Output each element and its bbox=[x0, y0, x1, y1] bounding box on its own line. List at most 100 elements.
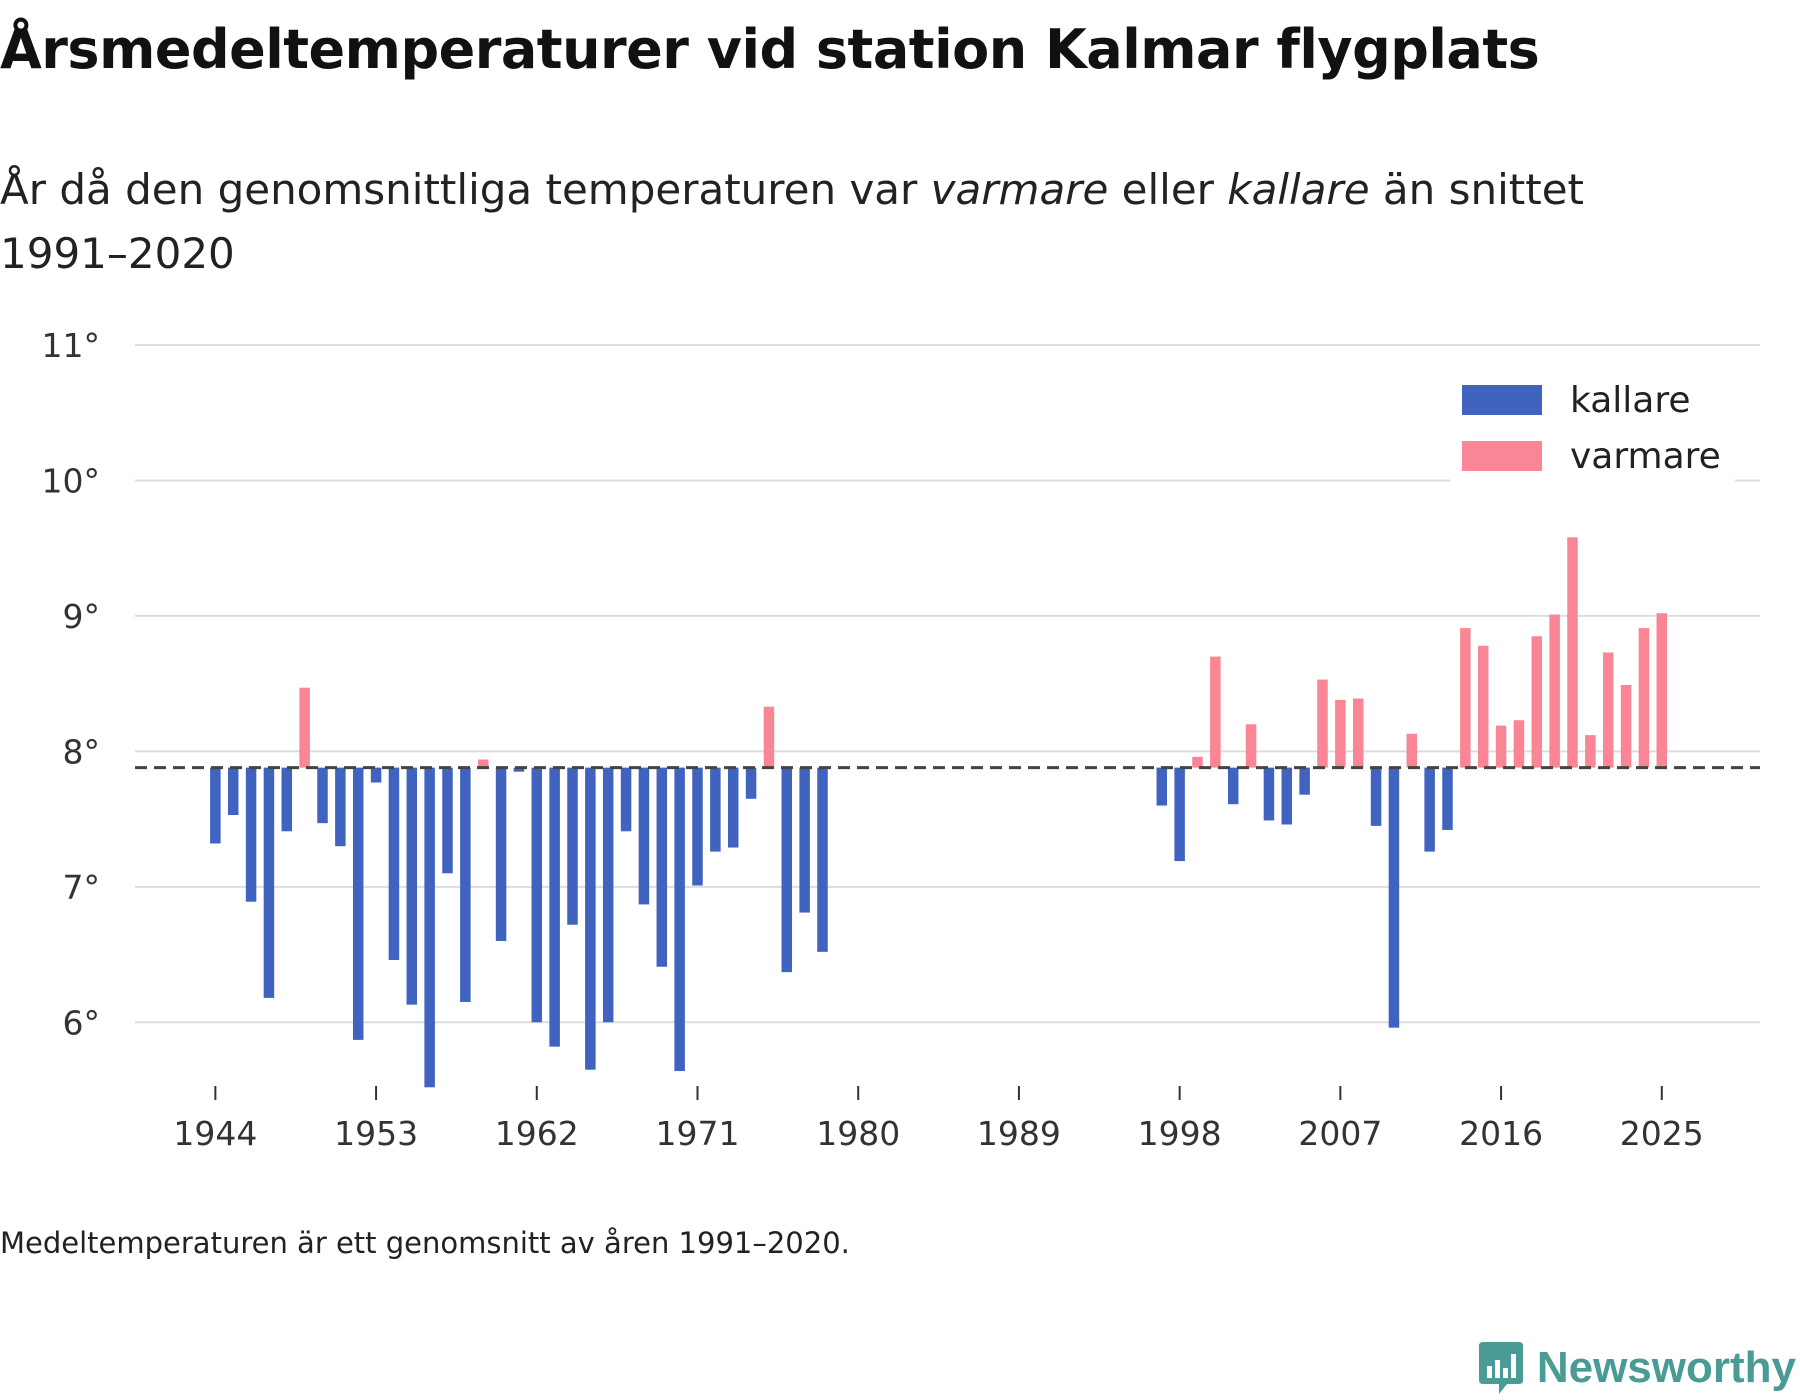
bar-colder bbox=[549, 767, 560, 1047]
bar-warmer bbox=[1549, 614, 1560, 768]
bar-warmer bbox=[1317, 679, 1328, 768]
y-tick-label: 11° bbox=[42, 326, 101, 365]
bar-colder bbox=[263, 767, 275, 998]
bar-warmer bbox=[1656, 613, 1668, 768]
bar-warmer bbox=[1335, 699, 1346, 768]
bar-colder bbox=[656, 767, 668, 967]
chart-title: Årsmedeltemperaturer vid station Kalmar … bbox=[0, 18, 1540, 81]
x-tick-label: 1944 bbox=[173, 1114, 257, 1153]
bar-colder bbox=[620, 767, 632, 832]
bar-warmer bbox=[1406, 733, 1418, 768]
bar-colder bbox=[817, 767, 828, 952]
bar-colder bbox=[1281, 767, 1293, 825]
bar-colder bbox=[1299, 767, 1310, 795]
bar-colder bbox=[799, 767, 810, 913]
bar-warmer bbox=[1567, 537, 1578, 768]
bar-warmer bbox=[1531, 636, 1543, 768]
bar-colder bbox=[1174, 767, 1185, 862]
bar-colder bbox=[1263, 767, 1275, 821]
newsworthy-logo-icon bbox=[1478, 1342, 1523, 1394]
bar-colder bbox=[1370, 767, 1382, 826]
bar-warmer bbox=[299, 687, 310, 768]
bar-colder bbox=[460, 767, 471, 1002]
legend-label-varmare: varmare bbox=[1570, 436, 1721, 477]
bar-warmer bbox=[1620, 684, 1632, 768]
bar-warmer bbox=[477, 759, 489, 768]
footnote: Medeltemperaturen är ett genomsnitt av å… bbox=[0, 1226, 850, 1260]
subtitle-part-1: År då den genomsnittliga temperaturen va… bbox=[0, 165, 931, 214]
bar-colder bbox=[1442, 767, 1453, 830]
bar-colder bbox=[352, 767, 364, 1040]
y-tick-label: 7° bbox=[63, 868, 101, 907]
bar-warmer bbox=[1585, 735, 1596, 768]
subtitle-colder-word: kallare bbox=[1227, 165, 1370, 214]
bar-colder bbox=[727, 767, 739, 848]
temperature-bar-chart: 6° 7° 8° 9° 10° 11° 1944 1953 1962 1971 1980 1989 19… bbox=[42, 326, 1760, 1153]
brand-logo[interactable]: Newsworthy bbox=[1477, 1340, 1796, 1396]
bar-colder bbox=[585, 767, 596, 1070]
gridlines bbox=[135, 344, 1760, 1024]
bar-warmer bbox=[1460, 628, 1471, 768]
legend-label-kallare: kallare bbox=[1570, 380, 1691, 421]
bar-colder bbox=[388, 767, 400, 960]
bar-colder bbox=[424, 767, 435, 1088]
y-tick-label: 9° bbox=[63, 597, 101, 636]
x-tick-label: 1989 bbox=[977, 1114, 1061, 1153]
x-tick-label: 1962 bbox=[495, 1114, 579, 1153]
bar-colder bbox=[674, 767, 685, 1072]
bar-warmer bbox=[1192, 756, 1203, 768]
x-tick-label: 1998 bbox=[1138, 1114, 1222, 1153]
bar-colder bbox=[210, 767, 221, 844]
bar-colder bbox=[442, 767, 453, 874]
bar-warmer bbox=[1495, 725, 1507, 768]
x-tick-label: 2016 bbox=[1459, 1114, 1543, 1153]
legend[interactable]: kallare varmare bbox=[1450, 370, 1735, 485]
y-tick-label: 10° bbox=[42, 461, 101, 500]
bar-warmer bbox=[1210, 656, 1221, 768]
bar-colder bbox=[335, 767, 346, 847]
bar-colder bbox=[602, 767, 614, 1023]
x-tick-label: 2007 bbox=[1298, 1114, 1382, 1153]
legend-swatch-kallare bbox=[1462, 385, 1542, 415]
x-tick-label: 1980 bbox=[816, 1114, 900, 1153]
bar-colder bbox=[710, 767, 721, 852]
bars bbox=[210, 537, 1668, 1088]
bar-colder bbox=[781, 767, 793, 973]
bar-colder bbox=[281, 767, 293, 832]
bar-colder bbox=[1424, 767, 1435, 852]
bar-colder bbox=[227, 767, 239, 816]
bar-warmer bbox=[1638, 628, 1650, 768]
bar-colder bbox=[638, 767, 650, 905]
bar-colder bbox=[567, 767, 578, 925]
subtitle-part-2: eller bbox=[1108, 165, 1228, 214]
bar-warmer bbox=[1602, 652, 1614, 768]
x-tick-label: 2025 bbox=[1620, 1114, 1704, 1153]
bar-colder bbox=[406, 767, 418, 1005]
bar-colder bbox=[370, 767, 382, 783]
subtitle-part-3: än snittet 1991–2020 bbox=[0, 165, 1585, 278]
bar-colder bbox=[692, 767, 703, 886]
bar-warmer bbox=[763, 706, 775, 768]
bar-colder bbox=[745, 767, 757, 799]
bar-colder bbox=[245, 767, 257, 902]
legend-swatch-varmare bbox=[1462, 441, 1542, 471]
axes: 6° 7° 8° 9° 10° 11° 1944 1953 1962 1971 1980 1989 19… bbox=[42, 326, 1704, 1153]
bar-colder bbox=[513, 767, 525, 772]
x-tick-label: 1971 bbox=[656, 1114, 740, 1153]
bar-warmer bbox=[1477, 645, 1489, 768]
bar-colder bbox=[531, 767, 543, 1023]
bar-colder bbox=[1156, 767, 1168, 806]
bar-colder bbox=[1227, 767, 1239, 805]
chart-subtitle: År då den genomsnittliga temperaturen va… bbox=[0, 158, 1700, 286]
bar-warmer bbox=[1352, 698, 1364, 768]
bar-colder bbox=[317, 767, 328, 824]
x-tick-label: 1953 bbox=[334, 1114, 418, 1153]
brand-name: Newsworthy bbox=[1536, 1343, 1796, 1392]
bar-colder bbox=[495, 767, 507, 941]
y-tick-label: 6° bbox=[63, 1003, 101, 1042]
bar-colder bbox=[1388, 767, 1400, 1028]
bar-warmer bbox=[1513, 720, 1525, 768]
subtitle-warmer-word: varmare bbox=[930, 165, 1109, 214]
bar-warmer bbox=[1245, 724, 1257, 768]
y-tick-label: 8° bbox=[63, 732, 101, 771]
